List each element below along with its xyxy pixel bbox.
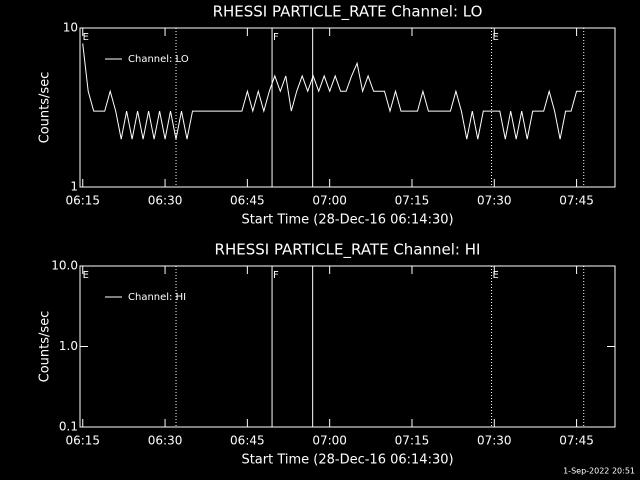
x-tick-label: 06:15 bbox=[65, 194, 100, 208]
event-marker: E bbox=[493, 32, 499, 43]
event-marker: E bbox=[83, 270, 89, 281]
x-tick-label: 07:00 bbox=[312, 434, 347, 448]
chart-title: RHESSI PARTICLE_RATE Channel: HI bbox=[215, 241, 481, 260]
x-tick-label: 06:30 bbox=[148, 194, 183, 208]
x-tick-label: 06:45 bbox=[230, 434, 265, 448]
plot-frame bbox=[79, 27, 616, 188]
x-tick-label: 07:30 bbox=[477, 194, 512, 208]
event-marker: F bbox=[273, 32, 279, 43]
y-tick-label: 0.1 bbox=[59, 420, 78, 434]
y-axis-label: Counts/sec bbox=[38, 311, 53, 383]
x-tick-label: 07:45 bbox=[559, 194, 594, 208]
x-tick-label: 07:45 bbox=[559, 434, 594, 448]
chart-title: RHESSI PARTICLE_RATE Channel: LO bbox=[213, 3, 483, 22]
y-tick-label: 1 bbox=[70, 180, 78, 194]
event-marker: E bbox=[493, 270, 499, 281]
y-tick-label: 10.0 bbox=[51, 259, 78, 273]
y-tick-label: 10 bbox=[63, 21, 78, 35]
footer: 1-Sep-2022 20:51 bbox=[563, 467, 635, 476]
y-tick-label: 1.0 bbox=[59, 339, 78, 353]
x-axis-label: Start Time (28-Dec-16 06:14:30) bbox=[241, 453, 453, 468]
event-marker: E bbox=[83, 32, 89, 43]
x-tick-label: 07:15 bbox=[395, 434, 430, 448]
x-tick-label: 07:00 bbox=[312, 194, 347, 208]
x-tick-label: 06:30 bbox=[148, 434, 183, 448]
x-tick-label: 07:15 bbox=[395, 194, 430, 208]
data-line bbox=[82, 43, 583, 140]
x-tick-label: 06:15 bbox=[65, 434, 100, 448]
x-tick-label: 07:30 bbox=[477, 434, 512, 448]
legend-label: Channel: HI bbox=[128, 292, 186, 303]
x-axis-label: Start Time (28-Dec-16 06:14:30) bbox=[241, 213, 453, 228]
x-tick-label: 06:45 bbox=[230, 194, 265, 208]
plot-frame bbox=[79, 265, 616, 428]
legend-label: Channel: LO bbox=[128, 54, 189, 65]
y-axis-label: Counts/sec bbox=[38, 72, 53, 144]
event-marker: F bbox=[273, 270, 279, 281]
